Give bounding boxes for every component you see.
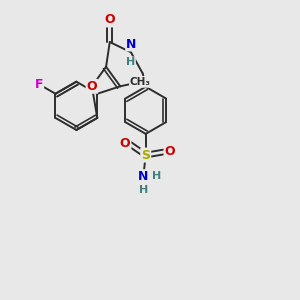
Text: O: O (164, 145, 175, 158)
Text: CH₃: CH₃ (130, 77, 151, 87)
Text: O: O (87, 80, 97, 93)
Text: F: F (35, 78, 43, 91)
Text: O: O (104, 14, 115, 26)
Text: H: H (139, 184, 148, 194)
Text: N: N (126, 38, 136, 51)
Text: O: O (120, 137, 130, 150)
Text: H: H (152, 171, 161, 181)
Text: H: H (126, 57, 136, 67)
Text: N: N (138, 170, 148, 183)
Text: S: S (141, 148, 150, 162)
